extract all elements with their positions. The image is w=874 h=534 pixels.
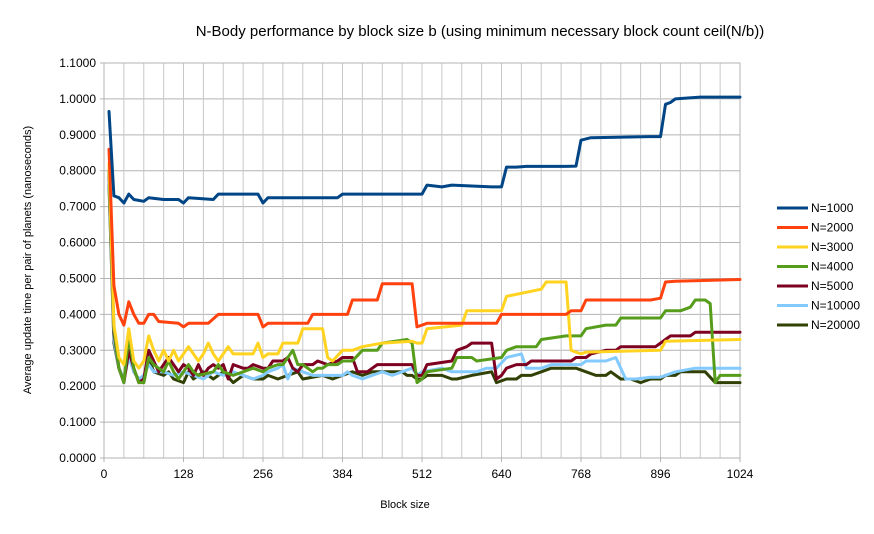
y-tick-label: 0.2000 bbox=[59, 379, 96, 393]
series-layer bbox=[107, 95, 742, 385]
x-tick-label: 256 bbox=[253, 467, 273, 481]
grid-lines bbox=[103, 62, 741, 459]
x-tick-label: 896 bbox=[650, 467, 670, 481]
x-tick-label: 0 bbox=[101, 467, 108, 481]
y-tick-label: 0.4000 bbox=[59, 307, 96, 321]
x-tick-label: 768 bbox=[571, 467, 591, 481]
y-axis: 0.0000 0.1000 0.2000 0.3000 0.4000 0.5000 0.60… bbox=[59, 56, 104, 465]
series-line-n-10000 bbox=[107, 176, 742, 381]
series-line-n-5000 bbox=[107, 169, 742, 385]
y-tick-label: 0.8000 bbox=[59, 164, 96, 178]
series-line-n-4000 bbox=[107, 169, 742, 385]
x-tick-label: 384 bbox=[332, 467, 352, 481]
legend-label: N=2000 bbox=[811, 221, 854, 235]
y-tick-label: 0.6000 bbox=[59, 236, 96, 250]
series-line-n-3000 bbox=[107, 162, 742, 370]
legend-label: N=3000 bbox=[811, 240, 854, 254]
x-tick-label: 512 bbox=[412, 467, 432, 481]
legend: N=1000 N=2000 N=3000 N=4000 N=5000 N=10000 N=2… bbox=[777, 201, 860, 332]
y-tick-label: 0.9000 bbox=[59, 128, 96, 142]
x-tick-label: 1024 bbox=[727, 467, 754, 481]
legend-label: N=10000 bbox=[811, 299, 860, 313]
y-axis-label: Average update time per pair of planets … bbox=[22, 126, 34, 394]
x-tick-label: 128 bbox=[173, 467, 193, 481]
y-tick-label: 1.1000 bbox=[59, 56, 96, 70]
x-tick-label: 640 bbox=[491, 467, 511, 481]
y-tick-label: 1.0000 bbox=[59, 92, 96, 106]
y-tick-label: 0.7000 bbox=[59, 200, 96, 214]
x-axis: 0 128 256 384 512 640 768 896 1024 bbox=[101, 458, 754, 481]
legend-label: N=4000 bbox=[811, 260, 854, 274]
chart-title: N-Body performance by block size b (usin… bbox=[196, 23, 765, 40]
y-tick-label: 0.0000 bbox=[59, 451, 96, 465]
series-line-n-2000 bbox=[107, 147, 742, 329]
legend-label: N=1000 bbox=[811, 201, 854, 215]
series-line-n-1000 bbox=[107, 95, 742, 205]
legend-label: N=20000 bbox=[811, 318, 860, 332]
y-tick-label: 0.5000 bbox=[59, 271, 96, 285]
y-tick-label: 0.3000 bbox=[59, 343, 96, 357]
y-tick-label: 0.1000 bbox=[59, 415, 96, 429]
x-axis-label: Block size bbox=[380, 499, 430, 511]
legend-label: N=5000 bbox=[811, 279, 854, 293]
